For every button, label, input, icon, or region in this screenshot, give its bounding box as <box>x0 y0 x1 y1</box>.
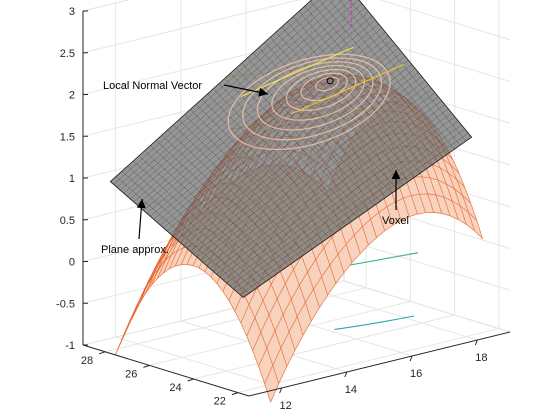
z-tick-label: 2.5 <box>60 48 75 60</box>
voxel-center-marker <box>326 77 334 85</box>
contour-line <box>334 315 415 330</box>
plane-mesh-line <box>226 116 456 284</box>
z-tick-label: -0.5 <box>56 298 75 310</box>
plane-mesh-line <box>229 120 459 287</box>
annotation-arrow-normal-head <box>258 87 268 97</box>
plane-mesh-line <box>230 73 364 214</box>
plane-mesh-line <box>223 112 452 281</box>
grid-line-z-side <box>343 280 511 333</box>
annotation-arrow-voxel-head <box>391 170 401 179</box>
y-tick-label: 26 <box>125 368 137 380</box>
annotation-local-normal-vector: Local Normal Vector <box>103 80 202 92</box>
annotation-arrow-plane-head <box>136 199 146 209</box>
plane-mesh-line <box>206 92 436 266</box>
y-tick-label: 24 <box>169 382 181 394</box>
voxel-ring <box>242 57 383 141</box>
y-tick-mark <box>187 378 194 382</box>
y-tick-label: 22 <box>214 396 226 408</box>
grid-line-z-back <box>82 0 130 12</box>
z-tick-label: 1 <box>69 173 75 185</box>
plane-mesh-line <box>236 128 466 292</box>
box-edge-front <box>248 331 511 397</box>
plane-mesh-line <box>196 80 426 258</box>
x-tick-mark <box>474 339 478 346</box>
grid-line-z-side <box>378 0 511 41</box>
z-tick-label: 3 <box>69 6 75 18</box>
plane-mesh-line <box>339 0 461 146</box>
plane-mesh-line <box>179 60 409 243</box>
y-tick-mark <box>231 392 239 396</box>
plane-mesh-line <box>247 57 381 202</box>
plane-mesh-line <box>189 72 419 252</box>
z-tick-labels: 3 2.5 2 1.5 1 0.5 0 -0.5 -1 <box>56 6 88 352</box>
y-tick-mark <box>98 351 106 355</box>
plane-mesh-line <box>203 88 432 263</box>
y-tick-labels: 22 24 26 28 <box>81 351 239 408</box>
plane-approx <box>109 0 473 299</box>
voxel-ring <box>285 68 357 111</box>
plane-mesh-line <box>183 64 412 246</box>
plane-mesh-line <box>213 100 442 272</box>
x-tick-label: 18 <box>475 352 487 364</box>
grid-line-x-floor <box>115 336 282 389</box>
z-tick-label: -1 <box>65 340 75 352</box>
x-tick-label: 16 <box>410 368 422 380</box>
x-tick-label: 14 <box>345 384 357 396</box>
z-tick-label: 0.5 <box>60 215 75 227</box>
plane-mesh-line <box>252 52 387 198</box>
voxel-ring <box>314 76 340 92</box>
z-tick-label: 2 <box>69 90 75 102</box>
plane-mesh-line <box>199 84 429 261</box>
contour-overlay <box>240 46 354 98</box>
grid-line-z-side <box>343 238 511 291</box>
plane-mesh-line <box>287 21 421 174</box>
plane-mesh-line <box>233 124 462 290</box>
plane-mesh-line <box>310 0 444 158</box>
grid-line-y-floor <box>237 328 500 394</box>
plane-mesh-line <box>329 0 455 150</box>
annotations: Local Normal Vector Plane approx. Voxel <box>101 80 409 256</box>
voxel-ring <box>271 65 366 121</box>
plane-mesh-line <box>209 96 439 269</box>
grid-line-z-back <box>82 0 301 54</box>
x-tick-mark <box>409 355 413 362</box>
plane-mesh-line <box>193 76 422 255</box>
plane-mesh-line <box>292 16 427 170</box>
plane-mesh-line <box>275 31 409 182</box>
grid-line-y-floor <box>193 314 455 380</box>
plane-mesh-line <box>219 108 449 278</box>
annotation-plane-approx: Plane approx. <box>101 244 169 256</box>
grid-line-x-floor <box>311 288 478 341</box>
x-tick-labels: 12 14 16 18 <box>279 339 488 412</box>
plane-mesh-line <box>304 6 438 162</box>
plane-mesh-line <box>239 132 469 295</box>
plane-mesh-line <box>348 0 467 142</box>
contour-overlay <box>291 63 405 115</box>
x-tick-mark <box>279 387 283 394</box>
annotation-voxel: Voxel <box>382 215 409 227</box>
x-tick-mark <box>344 371 348 378</box>
plane-mesh-line <box>258 47 392 194</box>
y-tick-label: 28 <box>81 355 93 367</box>
x-tick-label: 12 <box>280 400 292 412</box>
voxel-ring <box>227 53 391 151</box>
plane-mesh-line <box>216 104 446 275</box>
y-tick-mark <box>143 364 150 368</box>
plane-mesh-line <box>281 26 415 178</box>
plane-mesh-line <box>186 68 416 249</box>
z-tick-label: 1.5 <box>60 131 75 143</box>
plane-mesh-line <box>298 11 432 166</box>
box-edge-front <box>82 344 250 397</box>
z-tick-label: 0 <box>69 257 75 269</box>
voxel-ring <box>256 61 374 131</box>
plane-mesh-line <box>264 42 398 190</box>
